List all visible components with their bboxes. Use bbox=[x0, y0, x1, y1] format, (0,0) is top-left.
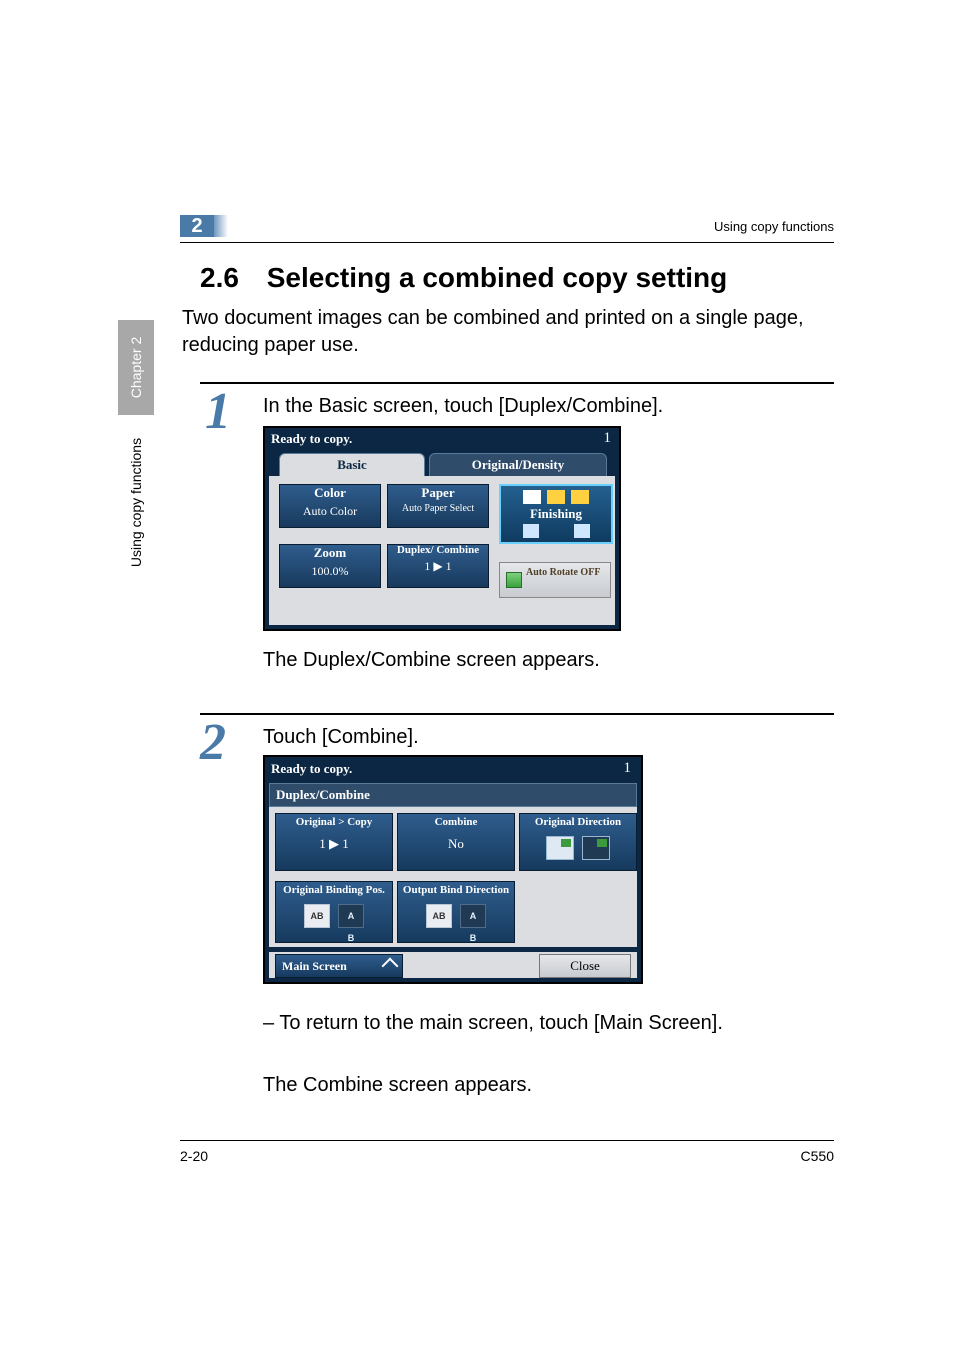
duplex-combine-tab[interactable]: Duplex/Combine bbox=[269, 783, 637, 807]
status-count: 1 bbox=[624, 760, 632, 777]
step-1-text: In the Basic screen, touch [Duplex/Combi… bbox=[263, 393, 834, 420]
combine-label: Combine bbox=[398, 814, 514, 829]
binding-icon: AB bbox=[304, 904, 330, 928]
step-2-number: 2 bbox=[200, 713, 226, 772]
main-screen-button[interactable]: Main Screen bbox=[275, 954, 403, 978]
paper-button[interactable]: Paper Auto Paper Select bbox=[387, 484, 489, 528]
finishing-label: Finishing bbox=[501, 506, 611, 522]
header-underline bbox=[180, 242, 834, 243]
finishing-button[interactable]: Finishing bbox=[499, 484, 613, 544]
original-direction-icons bbox=[520, 836, 636, 860]
side-tab-section-label: Using copy functions bbox=[118, 415, 154, 590]
duplex-combine-button-value: 1 ▶ 1 bbox=[388, 559, 488, 574]
binding-icon: AB bbox=[426, 904, 452, 928]
page-header: 2 Using copy functions bbox=[180, 215, 834, 241]
finishing-icon-row-bottom bbox=[501, 524, 611, 538]
header-right-text: Using copy functions bbox=[714, 219, 834, 234]
side-tab: Chapter 2 Using copy functions bbox=[118, 320, 154, 590]
page: 2 Using copy functions Chapter 2 Using c… bbox=[0, 0, 954, 1350]
step-2-bullet: – To return to the main screen, touch [M… bbox=[263, 1010, 834, 1037]
chapter-number-badge: 2 bbox=[180, 215, 214, 237]
finishing-small-icon bbox=[574, 524, 590, 538]
binding-icon: AB bbox=[338, 904, 364, 928]
status-count: 1 bbox=[604, 430, 612, 447]
color-button[interactable]: Color Auto Color bbox=[279, 484, 381, 528]
binding-pos-icons: AB AB bbox=[276, 904, 392, 928]
original-copy-button[interactable]: Original > Copy 1 ▶ 1 bbox=[275, 813, 393, 871]
duplex-combine-button[interactable]: Duplex/ Combine 1 ▶ 1 bbox=[387, 544, 489, 588]
color-button-label: Color bbox=[280, 485, 380, 501]
basic-screen: Ready to copy. 1 Basic Original/Density … bbox=[263, 426, 621, 631]
footer-page-number: 2-20 bbox=[180, 1148, 208, 1164]
paper-button-value: Auto Paper Select bbox=[388, 504, 488, 514]
finishing-small-icon bbox=[523, 524, 539, 538]
duplex-screen-grid: Original > Copy 1 ▶ 1 Combine No Origina… bbox=[269, 807, 637, 947]
section-intro: Two document images can be combined and … bbox=[182, 305, 834, 359]
zoom-button-label: Zoom bbox=[280, 545, 380, 561]
color-button-value: Auto Color bbox=[280, 504, 380, 519]
duplex-combine-screen: Ready to copy. 1 Duplex/Combine Original… bbox=[263, 755, 643, 984]
footer-rule bbox=[180, 1140, 834, 1141]
original-binding-pos-label: Original Binding Pos. bbox=[276, 882, 392, 897]
duplex-screen-bottom-bar: Main Screen Close bbox=[269, 952, 637, 978]
side-tab-chapter-label: Chapter 2 bbox=[118, 320, 154, 415]
basic-screen-status-bar: Ready to copy. 1 bbox=[265, 428, 619, 450]
finishing-icon bbox=[523, 490, 541, 504]
original-direction-label: Original Direction bbox=[520, 814, 636, 829]
auto-rotate-indicator-icon bbox=[506, 572, 522, 588]
finishing-icon bbox=[547, 490, 565, 504]
tab-original-density[interactable]: Original/Density bbox=[429, 453, 607, 477]
original-direction-button[interactable]: Original Direction bbox=[519, 813, 637, 871]
footer-model: C550 bbox=[801, 1148, 834, 1164]
output-bind-direction-button[interactable]: Output Bind Direction AB AB bbox=[397, 881, 515, 943]
section-title: Selecting a combined copy setting bbox=[267, 262, 728, 293]
orientation-icon bbox=[546, 836, 574, 860]
basic-screen-tabs: Basic Original/Density bbox=[265, 450, 619, 476]
step-1-rule bbox=[200, 382, 834, 384]
auto-rotate-button[interactable]: Auto Rotate OFF bbox=[499, 562, 611, 598]
original-copy-value: 1 ▶ 1 bbox=[276, 836, 392, 852]
combine-button[interactable]: Combine No bbox=[397, 813, 515, 871]
combine-value: No bbox=[398, 836, 514, 852]
output-bind-direction-label: Output Bind Direction bbox=[398, 882, 514, 897]
finishing-icon-row-top bbox=[501, 486, 611, 504]
zoom-button[interactable]: Zoom 100.0% bbox=[279, 544, 381, 588]
step-1-number: 1 bbox=[205, 382, 231, 441]
original-copy-label: Original > Copy bbox=[276, 814, 392, 829]
section-number: 2.6 bbox=[200, 262, 239, 293]
step-2-result: The Combine screen appears. bbox=[263, 1072, 834, 1099]
status-ready-text: Ready to copy. bbox=[271, 761, 352, 777]
paper-button-label: Paper bbox=[388, 485, 488, 501]
step-2-text: Touch [Combine]. bbox=[263, 724, 834, 751]
duplex-screen-status-bar: Ready to copy. 1 bbox=[265, 757, 641, 781]
close-button[interactable]: Close bbox=[539, 954, 631, 978]
section-heading: 2.6 Selecting a combined copy setting bbox=[200, 262, 834, 294]
step-2-bullet-text: – To return to the main screen, touch [M… bbox=[263, 1012, 723, 1034]
auto-rotate-label: Auto Rotate OFF bbox=[526, 568, 600, 579]
original-binding-pos-button[interactable]: Original Binding Pos. AB AB bbox=[275, 881, 393, 943]
basic-screen-card-area: Color Auto Color Paper Auto Paper Select… bbox=[269, 476, 615, 625]
orientation-icon bbox=[582, 836, 610, 860]
output-bind-icons: AB AB bbox=[398, 904, 514, 928]
duplex-combine-button-label: Duplex/ Combine bbox=[388, 545, 488, 556]
zoom-button-value: 100.0% bbox=[280, 564, 380, 579]
finishing-icon bbox=[571, 490, 589, 504]
step-1-result: The Duplex/Combine screen appears. bbox=[263, 647, 834, 674]
step-2-rule bbox=[200, 713, 834, 715]
status-ready-text: Ready to copy. bbox=[271, 431, 352, 447]
binding-icon: AB bbox=[460, 904, 486, 928]
tab-basic[interactable]: Basic bbox=[279, 453, 425, 477]
